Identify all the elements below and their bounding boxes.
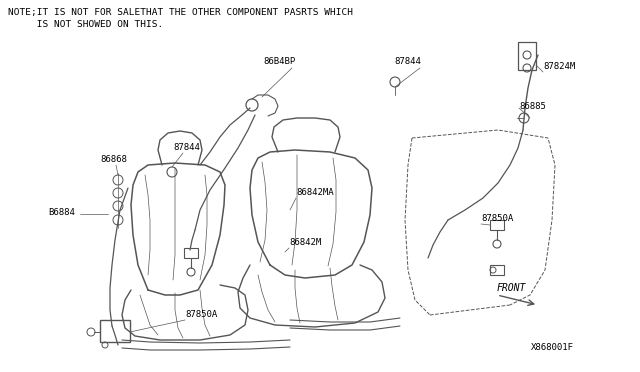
Text: 87844: 87844	[173, 143, 200, 152]
Text: NOTE;IT IS NOT FOR SALETHAT THE OTHER COMPONENT PASRTS WHICH: NOTE;IT IS NOT FOR SALETHAT THE OTHER CO…	[8, 8, 353, 17]
Bar	[184, 248, 198, 258]
Text: 87850A: 87850A	[481, 214, 513, 223]
Text: 86885: 86885	[519, 102, 546, 111]
Text: IS NOT SHOWED ON THIS.: IS NOT SHOWED ON THIS.	[8, 20, 163, 29]
Text: 86868: 86868	[100, 155, 127, 164]
Text: B6884: B6884	[48, 208, 75, 217]
Text: 86842M: 86842M	[289, 238, 321, 247]
Text: 86B4BP: 86B4BP	[263, 57, 295, 66]
Bar	[490, 265, 504, 275]
Bar	[518, 42, 536, 70]
Text: FRONT: FRONT	[497, 283, 526, 293]
Bar	[100, 320, 130, 342]
Text: 87844: 87844	[394, 57, 421, 66]
Text: X868001F: X868001F	[531, 343, 574, 352]
Text: 87824M: 87824M	[543, 62, 575, 71]
Text: 87850A: 87850A	[185, 310, 217, 319]
Bar	[490, 220, 504, 230]
Text: 86842MA: 86842MA	[296, 188, 333, 197]
